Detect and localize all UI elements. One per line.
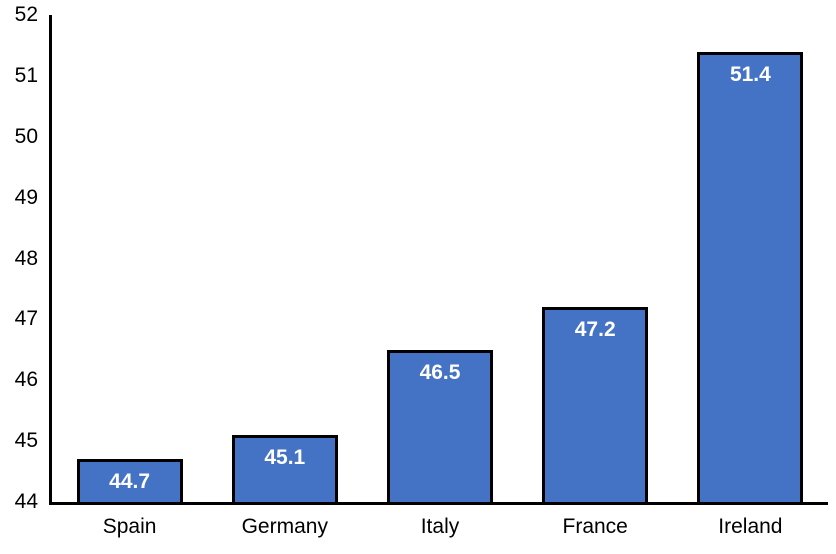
y-tick-label: 50	[14, 124, 38, 148]
bar-france: 47.2	[542, 307, 649, 502]
bar-value-label: 45.1	[264, 446, 306, 469]
y-tick-label: 46	[14, 368, 38, 392]
y-tick-label: 49	[14, 185, 38, 209]
bar-italy: 46.5	[387, 350, 493, 502]
y-tick-label: 51	[14, 63, 38, 87]
y-tick-label: 45	[14, 429, 38, 453]
bar-value-label: 51.4	[729, 63, 771, 86]
bars-container: 44.7 45.1 46.5 47.2 51.4	[52, 15, 828, 502]
bar-value-label: 44.7	[109, 470, 151, 493]
x-tick-label: France	[562, 515, 628, 538]
y-tick-label: 44	[14, 490, 38, 513]
y-tick-label: 52	[14, 3, 38, 26]
y-tick-label: 48	[14, 246, 38, 270]
bar-germany: 45.1	[231, 435, 338, 502]
x-tick-label: Germany	[241, 515, 328, 538]
y-tick-label: 47	[14, 307, 38, 331]
bar-value-label: 46.5	[419, 361, 461, 384]
y-axis-labels: 52 51 50 49 48 47 46 45 44	[0, 0, 38, 554]
bar-value-label: 47.2	[574, 318, 616, 341]
x-tick-label: Spain	[102, 515, 157, 538]
bar-spain: 44.7	[76, 459, 183, 502]
plot-area: 44.7 45.1 46.5 47.2 51.4	[49, 15, 828, 505]
x-tick-label: Italy	[420, 515, 460, 538]
x-tick-label: Ireland	[718, 515, 783, 538]
bar-ireland: 51.4	[697, 52, 804, 502]
x-axis-labels: Spain Germany Italy France Ireland	[52, 514, 828, 542]
